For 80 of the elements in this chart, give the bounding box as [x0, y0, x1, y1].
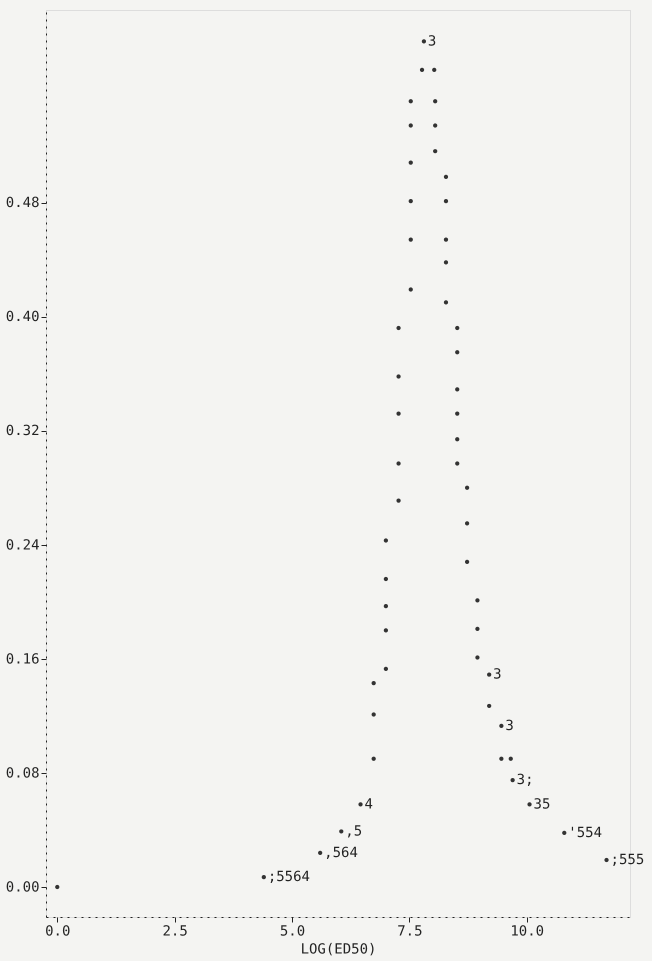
point: [372, 712, 376, 717]
point: [384, 576, 388, 582]
point: [455, 461, 460, 466]
point: [408, 287, 413, 292]
point: [432, 68, 436, 72]
point: [422, 39, 426, 44]
point: [444, 260, 448, 265]
annotation: 3: [493, 666, 502, 683]
point: [562, 830, 566, 835]
point: [527, 802, 532, 806]
point: [475, 598, 480, 603]
point: [396, 461, 401, 466]
point: [408, 160, 413, 165]
annotation: 4: [364, 796, 373, 812]
x-tick-label: 7.5: [397, 924, 423, 940]
annotation: 3;: [516, 772, 534, 788]
point: [433, 123, 438, 128]
point: [372, 756, 376, 761]
annotation: '554: [568, 824, 602, 841]
point: [499, 724, 504, 728]
point: [384, 628, 388, 632]
point: [464, 560, 470, 564]
y-tick-label: 0.48: [6, 195, 40, 212]
point: [408, 99, 413, 104]
annotation: 3: [428, 33, 436, 50]
point: [433, 99, 438, 104]
point: [604, 858, 609, 862]
point: [420, 68, 424, 72]
point: [408, 237, 413, 242]
y-tick-label: 0.00: [6, 880, 40, 896]
y-tick-label: 0.40: [6, 309, 40, 326]
point: [455, 387, 460, 392]
point: [358, 802, 363, 806]
annotation: ;555: [610, 852, 644, 868]
point: [487, 672, 492, 677]
point: [262, 874, 266, 880]
x-axis-title: LOG(ED50): [300, 942, 376, 958]
point: [339, 829, 344, 834]
point: [408, 123, 413, 128]
point: [508, 756, 513, 761]
point: [444, 174, 448, 179]
point: [455, 350, 460, 354]
point: [455, 326, 460, 330]
point: [396, 411, 401, 416]
annotation: ,564: [324, 844, 358, 861]
annotation: ,5: [345, 823, 362, 840]
point: [396, 498, 401, 503]
y-tick-label: 0.08: [6, 765, 40, 782]
x-tick-label: 10.0: [510, 924, 544, 940]
x-tick-label: 5.0: [280, 924, 306, 940]
point: [372, 681, 376, 686]
y-tick-label: 0.16: [6, 651, 40, 668]
point: [444, 300, 448, 304]
y-tick-label: 0.32: [6, 423, 40, 440]
annotation: 3: [505, 718, 514, 734]
point: [475, 626, 480, 632]
point: [433, 149, 438, 154]
point: [55, 884, 60, 890]
point: [384, 538, 388, 543]
x-tick-label: 0.0: [45, 924, 70, 940]
point: [510, 778, 515, 782]
x-tick-label: 2.5: [162, 924, 188, 940]
point: [384, 666, 388, 671]
point: [499, 756, 504, 761]
annotation: 35: [534, 796, 550, 812]
y-tick-label: 0.24: [6, 537, 40, 554]
point: [444, 237, 448, 242]
point: [384, 604, 388, 608]
point: [408, 198, 413, 204]
point: [396, 374, 401, 379]
point: [444, 198, 448, 204]
point: [396, 326, 401, 330]
point: [455, 411, 460, 416]
point: [464, 521, 470, 526]
point: [318, 850, 322, 855]
point: [464, 486, 470, 490]
point: [475, 655, 480, 660]
annotation: ;5564: [268, 869, 310, 886]
point: [455, 437, 460, 442]
point: [487, 704, 492, 708]
